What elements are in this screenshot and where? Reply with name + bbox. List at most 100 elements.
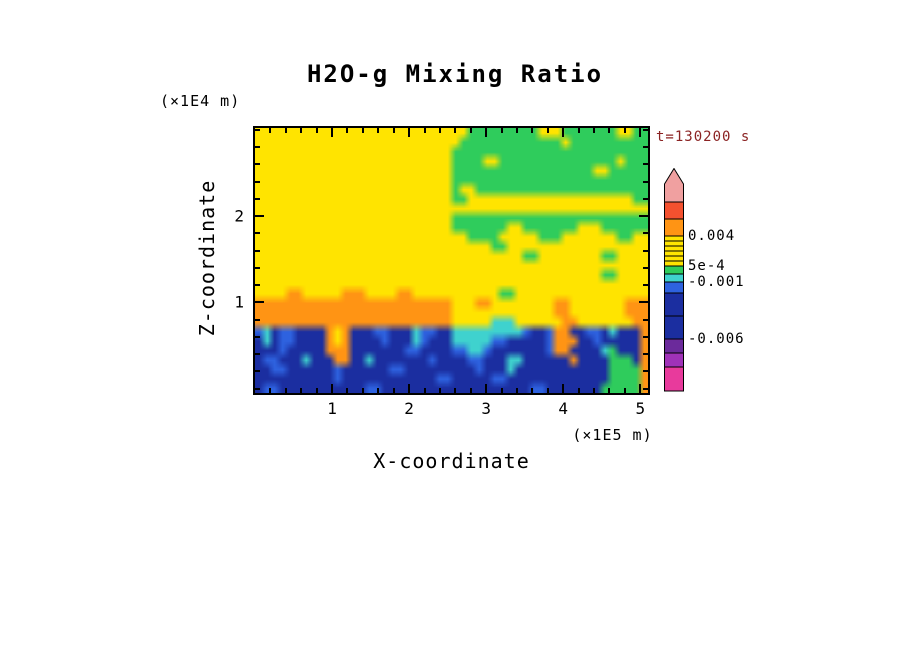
time-annotation: t=130200 s [656, 129, 751, 145]
colorbar-label: 0.004 [688, 228, 736, 244]
axis-tick [500, 128, 503, 133]
x-tick-label: 2 [404, 399, 414, 418]
axis-tick [284, 388, 287, 393]
axis-tick [361, 128, 364, 133]
colorbar-segment [664, 292, 684, 317]
axis-tick [593, 128, 596, 133]
axis-tick [546, 128, 549, 133]
axis-tick [392, 388, 395, 393]
axis-tick [469, 388, 472, 393]
axis-tick [577, 128, 580, 133]
axis-tick [577, 388, 580, 393]
axis-tick [643, 145, 648, 148]
axis-tick [284, 128, 287, 133]
axis-tick [469, 128, 472, 133]
colorbar-segment [664, 281, 684, 294]
x-tick-label: 1 [327, 399, 337, 418]
z-tick-label: 2 [234, 206, 244, 226]
chart-title: H2O-g Mixing Ratio [306, 60, 604, 88]
colorbar-segment [664, 260, 684, 267]
axis-tick [438, 128, 441, 133]
colorbar [664, 168, 684, 392]
axis-tick [255, 335, 260, 338]
axis-tick [639, 215, 648, 218]
colorbar-label: 5e-4 [688, 258, 726, 274]
axis-tick [255, 387, 260, 390]
axis-tick [562, 384, 565, 393]
axis-tick [643, 197, 648, 200]
axis-tick [531, 128, 534, 133]
axis-tick [346, 388, 349, 393]
colorbar-segment [664, 265, 684, 275]
axis-tick [255, 232, 260, 235]
axis-tick [639, 128, 642, 137]
axis-tick [454, 128, 457, 133]
axis-tick [454, 388, 457, 393]
axis-tick [423, 128, 426, 133]
x-axis-title: X-coordinate [373, 449, 530, 473]
colorbar-arrow [664, 168, 684, 203]
axis-tick [377, 388, 380, 393]
plot-area [253, 126, 650, 395]
z-tick-label: 1 [234, 292, 244, 312]
axis-tick [392, 128, 395, 133]
heatmap-canvas [255, 128, 648, 393]
axis-tick [438, 388, 441, 393]
axis-tick [643, 353, 648, 356]
axis-tick [485, 384, 488, 393]
axis-tick [255, 215, 264, 218]
y-axis-unit-label: (×1E4 m) [160, 92, 241, 110]
x-tick-label: 4 [558, 399, 569, 418]
axis-tick [255, 301, 264, 304]
axis-tick [315, 128, 318, 133]
axis-tick [255, 249, 260, 252]
axis-tick [315, 388, 318, 393]
axis-tick [643, 180, 648, 183]
axis-tick [331, 128, 334, 137]
axis-tick [643, 370, 648, 373]
colorbar-segment [664, 338, 684, 354]
colorbar-segment [664, 366, 684, 392]
colorbar-segment [664, 255, 684, 262]
axis-tick [546, 388, 549, 393]
axis-tick [255, 145, 260, 148]
axis-tick [377, 128, 380, 133]
colorbar-segment [664, 352, 684, 368]
axis-tick [408, 128, 411, 137]
axis-tick [639, 301, 648, 304]
axis-tick [643, 232, 648, 235]
axis-tick [408, 384, 411, 393]
colorbar-segment [664, 273, 684, 283]
axis-tick [643, 387, 648, 390]
x-axis-unit-label: (×1E5 m) [572, 426, 653, 444]
colorbar-segment [664, 250, 684, 257]
axis-tick [531, 388, 534, 393]
axis-tick [500, 388, 503, 393]
axis-tick [485, 128, 488, 137]
axis-tick [255, 163, 260, 166]
axis-tick [643, 284, 648, 287]
axis-tick [300, 128, 303, 133]
axis-tick [608, 388, 611, 393]
x-tick-label: 5 [635, 399, 646, 418]
x-tick-labels: 1 2 3 4 5 [255, 399, 648, 419]
axis-tick [643, 163, 648, 166]
axis-tick [643, 266, 648, 269]
axis-tick [255, 266, 260, 269]
colorbar-label: -0.001 [688, 274, 745, 290]
colorbar-label: -0.006 [688, 331, 745, 347]
colorbar-segment [664, 201, 684, 220]
axis-tick [255, 318, 260, 321]
axis-tick [255, 284, 260, 287]
axis-tick [361, 388, 364, 393]
axis-tick [255, 180, 260, 183]
axis-tick [608, 128, 611, 133]
axis-tick [643, 128, 648, 131]
axis-tick [623, 388, 626, 393]
colorbar-segment [664, 315, 684, 340]
axis-tick [346, 128, 349, 133]
axis-tick [269, 128, 272, 133]
colorbar-segment [664, 240, 684, 247]
